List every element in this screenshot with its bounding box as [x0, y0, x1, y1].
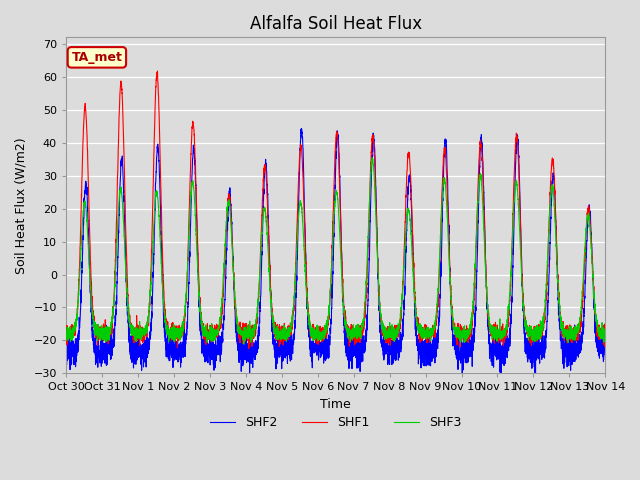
SHF3 — [369, 155, 376, 161]
Line: SHF2: SHF2 — [66, 129, 605, 377]
X-axis label: Time: Time — [321, 398, 351, 411]
SHF1 — [245, 346, 253, 351]
Y-axis label: Soil Heat Flux (W/m2): Soil Heat Flux (W/m2) — [15, 137, 28, 274]
SHF3 — [62, 324, 70, 330]
SHF1 — [316, 332, 323, 337]
SHF3 — [159, 292, 167, 298]
SHF2 — [298, 126, 305, 132]
SHF2 — [427, 343, 435, 348]
SHF2 — [316, 348, 323, 353]
SHF2 — [458, 374, 466, 380]
SHF1 — [154, 68, 161, 74]
SHF2 — [601, 339, 609, 345]
SHF1 — [601, 321, 609, 327]
SHF3 — [316, 332, 323, 338]
SHF1 — [159, 272, 167, 278]
SHF2 — [457, 345, 465, 350]
Line: SHF1: SHF1 — [66, 71, 605, 348]
SHF1 — [602, 334, 609, 340]
Text: TA_met: TA_met — [72, 51, 122, 64]
SHF3 — [457, 332, 465, 338]
SHF3 — [240, 341, 248, 347]
SHF1 — [62, 323, 70, 329]
SHF3 — [601, 329, 609, 335]
SHF3 — [602, 332, 609, 337]
SHF2 — [602, 356, 609, 362]
Legend: SHF2, SHF1, SHF3: SHF2, SHF1, SHF3 — [205, 411, 467, 434]
SHF1 — [457, 323, 465, 328]
Title: Alfalfa Soil Heat Flux: Alfalfa Soil Heat Flux — [250, 15, 422, 33]
SHF1 — [427, 336, 435, 342]
SHF2 — [487, 359, 495, 364]
SHF2 — [159, 289, 167, 295]
SHF2 — [62, 351, 70, 357]
SHF1 — [487, 333, 495, 339]
SHF3 — [427, 331, 435, 337]
SHF3 — [487, 323, 495, 329]
Line: SHF3: SHF3 — [66, 158, 605, 344]
